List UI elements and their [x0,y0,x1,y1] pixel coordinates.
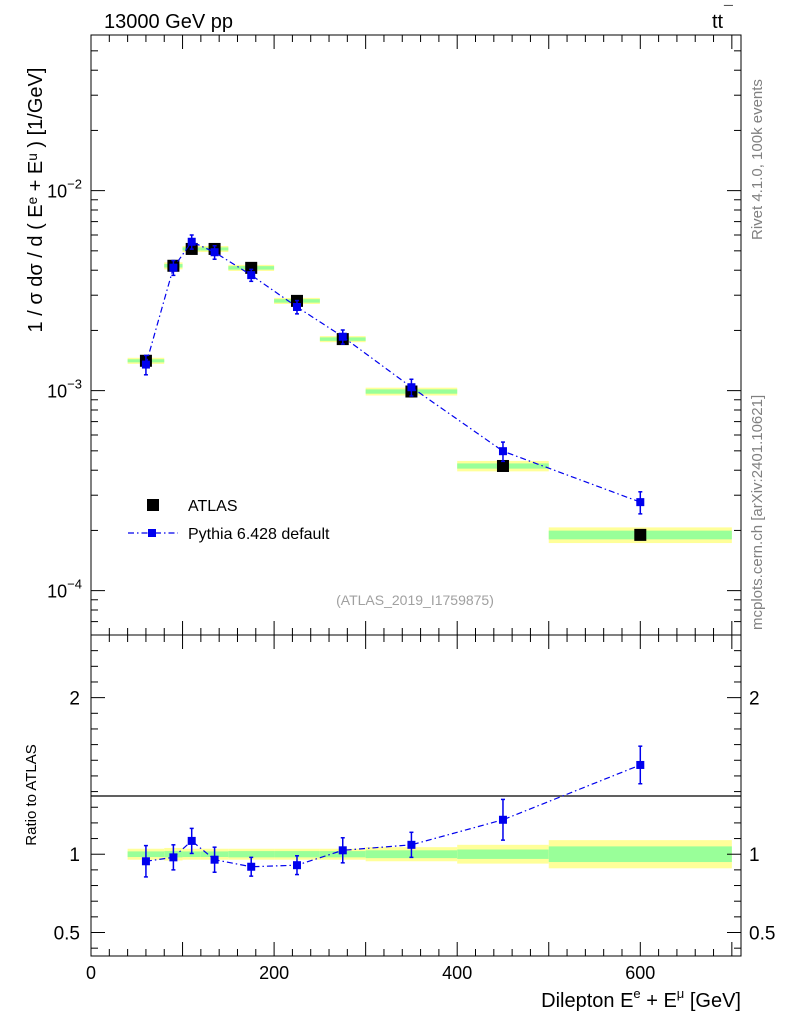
ratio-band-inner [548,846,732,863]
ratio-point [636,760,645,769]
main-series [139,234,647,541]
pythia-point [187,237,196,246]
x-tick-label: 400 [442,963,472,983]
x-axis-label: Dilepton Ee + Eμ [GeV] [541,986,741,1012]
legend-pythia-marker [148,529,156,537]
ratio-point [292,861,301,870]
ratio-y-ticks: 0.5 0.5 1 1 2 2 [54,634,775,949]
ratio-band-inner [228,851,275,858]
watermark: (ATLAS_2019_I1759875) [336,592,494,608]
pythia-point [247,271,256,280]
main-y-tick-label: 10−2 [47,177,82,202]
ratio-point [498,815,507,824]
header-right: tt [712,11,724,33]
ratio-y-tick-label: 1 [69,845,80,866]
ratio-point [338,846,347,855]
ratio-y-tick-label: 0.5 [54,924,80,945]
ratio-y-tick-label-right: 0.5 [749,924,775,945]
ratio-uncertainty-bands [127,840,732,869]
legend-atlas-label: ATLAS [188,498,238,515]
pythia-point [498,447,507,456]
ratio-y-tick-label: 2 [69,689,80,710]
ratio-y-tick-label-right: 1 [749,845,760,866]
source-label: mcplots.cern.ch [arXiv:2401.10621] [749,395,766,630]
x-tick-label: 600 [625,963,655,983]
ratio-x-ticks: 0 200 400 600 [86,635,733,983]
x-tick-label: 0 [86,963,96,983]
legend-atlas-marker [147,499,159,511]
ratio-point [407,840,416,849]
ratio-band-inner [457,849,549,859]
ratio-y-axis-label: Ratio to ATLAS [23,744,40,845]
ratio-band-inner [182,851,201,858]
pythia-point [141,360,150,369]
main-y-ticks: 10−4 10−3 10−2 [47,34,741,636]
ratio-y-tick-label-right: 2 [749,689,760,710]
ratio-point [169,853,178,862]
legend-pythia-label: Pythia 6.428 default [188,526,330,543]
pythia-point [210,248,219,257]
atlas-point [496,459,509,472]
rivet-label: Rivet 4.1.0, 100k events [749,79,766,240]
main-y-axis-label: 1 / σ dσ / d ( Eᵉ + Eᵘ ) [1/GeV] [25,68,47,333]
ratio-point [187,836,196,845]
main-y-tick-label: 10−3 [47,377,82,402]
pythia-point [407,383,416,392]
ratio-band-inner [274,851,320,858]
ratio-point [210,855,219,864]
ratio-point [141,857,150,866]
pythia-point [338,332,347,341]
atlas-point [634,528,647,541]
ratio-point [247,862,256,871]
header-right-bar: ¯ [723,4,733,21]
pythia-line [145,241,641,503]
legend: ATLAS Pythia 6.428 default [128,498,330,543]
pythia-point [636,498,645,507]
pythia-point [169,263,178,272]
main-y-tick-label: 10−4 [47,577,82,602]
atlas-point [245,261,258,274]
header-left: 13000 GeV pp [104,11,233,33]
x-tick-label: 200 [259,963,289,983]
ratio-series [141,745,645,878]
main-plot-frame [90,34,742,636]
ratio-line [145,764,641,868]
pythia-point [292,302,301,311]
main-x-ticks [90,35,733,635]
